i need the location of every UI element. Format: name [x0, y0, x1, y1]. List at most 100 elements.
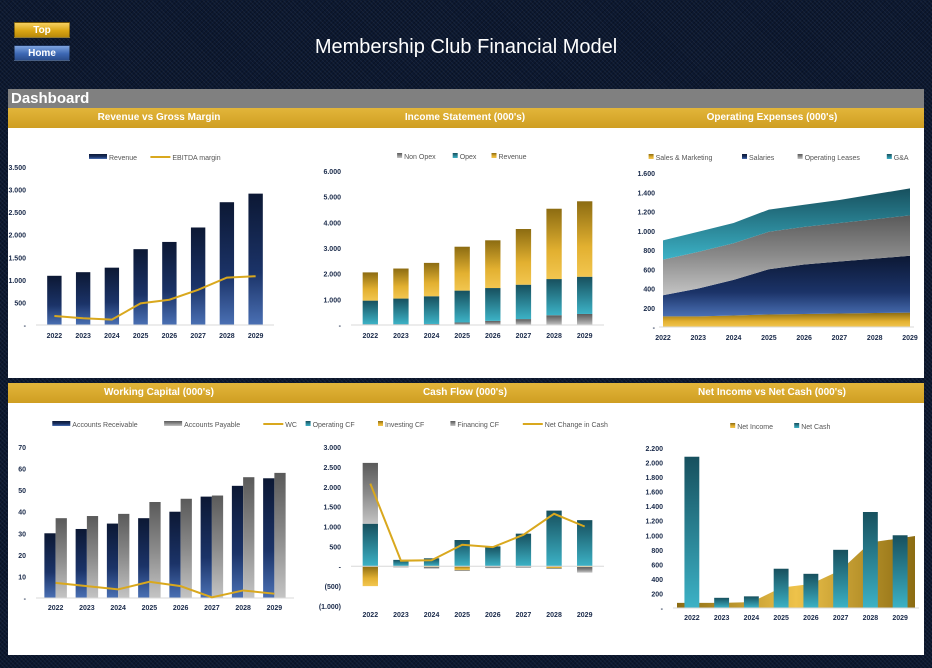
legend-item: Net Cash — [794, 423, 830, 431]
bar-non-opex — [515, 319, 532, 325]
bar-operating-cf — [393, 559, 409, 567]
chart-header-netincome: Net Income vs Net Cash (000's) — [620, 383, 924, 403]
y-tick-label: 6.000 — [323, 169, 341, 176]
legend-swatch — [742, 154, 747, 159]
y-tick-label: 5.000 — [323, 195, 341, 202]
legend-swatch — [886, 154, 892, 159]
x-tick-label: 2029 — [892, 615, 908, 622]
y-tick-label: 1.500 — [323, 505, 341, 512]
legend-label: Non Opex — [404, 154, 436, 161]
bar-net-cash — [773, 568, 789, 608]
bar-opex — [577, 276, 593, 314]
bar-accounts-receivable — [263, 478, 275, 598]
y-tick-label: 2.500 — [323, 465, 341, 472]
top-button[interactable]: Top — [14, 22, 70, 38]
x-tick-label: 2028 — [546, 612, 562, 619]
legend-swatch — [797, 154, 803, 159]
legend-swatch — [397, 153, 403, 158]
legend-label: Net Cash — [801, 424, 830, 431]
bar-non-opex — [546, 315, 562, 325]
bar-net-cash — [684, 456, 700, 608]
bar-financing-cf — [577, 567, 593, 573]
x-tick-label: 2026 — [485, 612, 501, 619]
x-tick-label: 2027 — [190, 333, 206, 340]
x-tick-label: 2024 — [424, 333, 440, 340]
x-tick-label: 2024 — [104, 333, 120, 340]
bar-net-cash — [743, 596, 759, 608]
bar-non-opex — [423, 323, 440, 325]
x-tick-label: 2022 — [655, 335, 671, 342]
y-tick-label: 2.000 — [8, 233, 26, 240]
bar-revenue — [423, 262, 440, 297]
area-net-income — [677, 536, 915, 608]
x-tick-label: 2023 — [79, 605, 95, 612]
bar-accounts-receivable — [106, 523, 119, 598]
legend-label: Financing CF — [457, 422, 499, 429]
bar-opex — [515, 284, 532, 320]
x-tick-label: 2029 — [248, 333, 264, 340]
bar-revenue — [485, 240, 501, 289]
y-tick-label: 1.000 — [8, 278, 26, 285]
x-tick-label: 2029 — [577, 612, 593, 619]
bar-accounts-payable — [243, 477, 255, 598]
legend-swatch — [89, 154, 107, 159]
bar-revenue — [454, 246, 470, 291]
bar-financing-cf — [362, 462, 378, 524]
y-tick-label: 800 — [643, 248, 655, 255]
y-tick-label: 40 — [18, 510, 26, 517]
legend-label: Sales & Marketing — [656, 155, 713, 162]
legend-label: Salaries — [749, 155, 775, 162]
bar-revenue — [190, 227, 206, 325]
x-tick-label: 2025 — [761, 335, 777, 342]
bar-financing-cf — [546, 568, 562, 570]
x-tick-label: 2026 — [173, 605, 189, 612]
legend-item: Operating CF — [305, 421, 355, 429]
bar-operating-cf — [485, 546, 501, 567]
bar-revenue — [47, 275, 62, 325]
home-button[interactable]: Home — [14, 45, 70, 61]
x-tick-label: 2024 — [744, 615, 760, 622]
bar-opex — [485, 288, 501, 321]
legend-item: Non Opex — [397, 153, 436, 161]
y-tick-label: 60 — [18, 467, 26, 474]
chart-3: - 10 20 30 40 50 60 70 2022 2023 2024 2025 2026 2027 2… — [18, 421, 297, 612]
y-tick-label: 2.000 — [645, 461, 663, 468]
legend-item: EBITDA margin — [150, 155, 221, 162]
bar-revenue — [577, 201, 593, 277]
legend-label: Net Change in Cash — [545, 422, 608, 429]
legend-swatch — [305, 421, 311, 426]
x-tick-label: 2027 — [832, 335, 848, 342]
y-tick-label: 1.500 — [8, 255, 26, 262]
bar-accounts-receivable — [138, 518, 150, 598]
bar-net-cash — [862, 512, 878, 608]
bar-net-cash — [803, 573, 819, 608]
x-tick-label: 2025 — [142, 605, 158, 612]
legend-item: Accounts Payable — [164, 421, 240, 429]
legend-item: Salaries — [742, 154, 775, 162]
bar-opex — [423, 296, 440, 324]
legend-label: Revenue — [109, 155, 137, 162]
y-tick-label: (1.000) — [319, 604, 341, 611]
x-tick-label: 2022 — [684, 615, 700, 622]
y-tick-label: 30 — [18, 531, 26, 538]
bar-operating-cf — [423, 558, 440, 567]
bar-accounts-payable — [211, 495, 224, 598]
y-tick-label: - — [339, 564, 342, 571]
legend-swatch — [452, 153, 458, 158]
bar-accounts-payable — [118, 513, 130, 598]
y-tick-label: 2.000 — [323, 272, 341, 279]
bar-revenue — [104, 267, 120, 325]
y-tick-label: 1.200 — [637, 210, 655, 217]
bar-accounts-payable — [86, 516, 99, 598]
x-tick-label: 2027 — [833, 615, 849, 622]
x-tick-label: 2027 — [204, 605, 220, 612]
x-tick-label: 2026 — [803, 615, 819, 622]
chart-5: - 200 400 600 800 1.000 1.200 1.400 1.600 1.800 2.… — [645, 423, 919, 622]
legend-item: Revenue — [89, 154, 137, 162]
bar-opex — [393, 298, 409, 325]
line-wc — [55, 580, 275, 599]
y-tick-label: (500) — [325, 584, 341, 591]
y-tick-label: 1.600 — [637, 171, 655, 178]
x-tick-label: 2022 — [363, 333, 379, 340]
